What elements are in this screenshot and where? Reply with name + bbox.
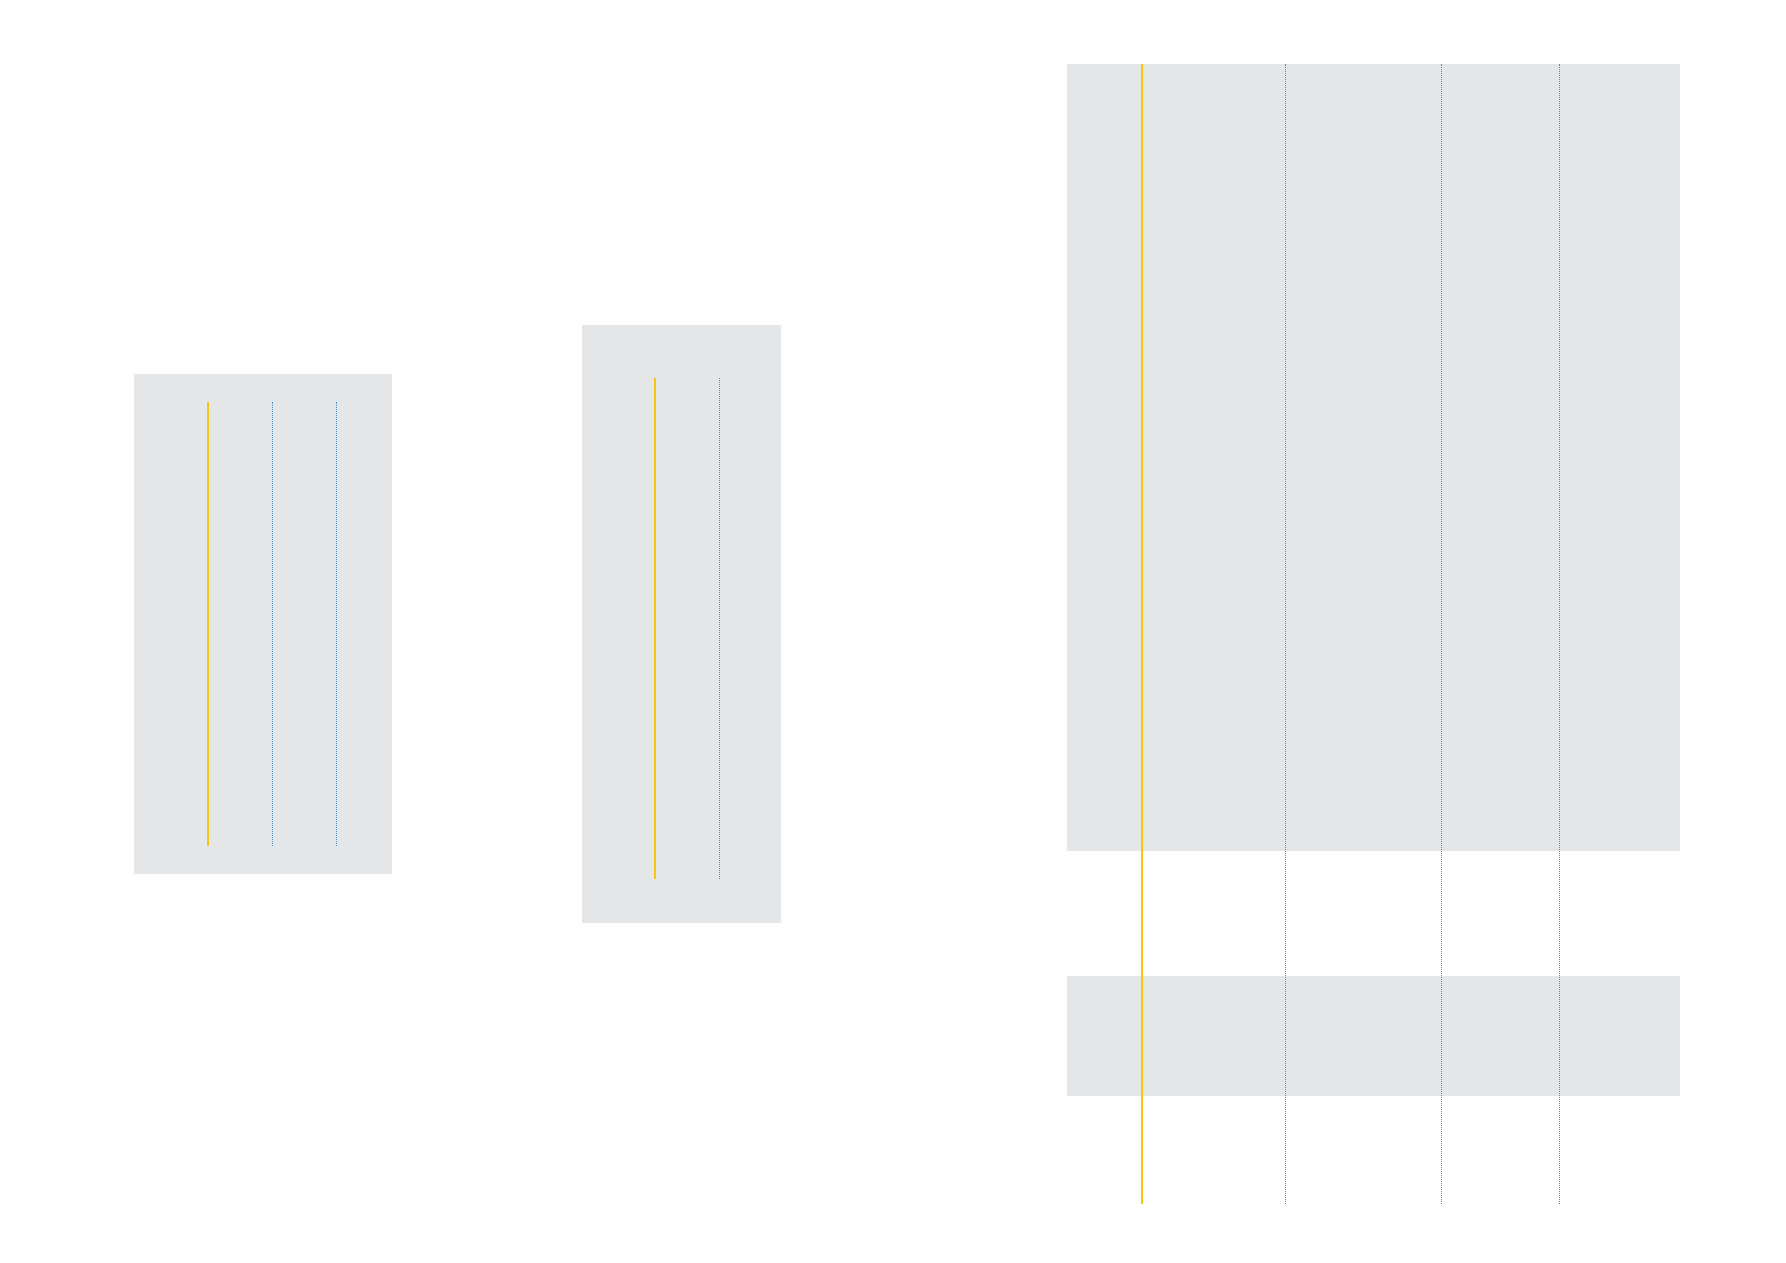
layout-3-column-guide-3 xyxy=(1559,64,1560,1204)
layout-3-main-panel xyxy=(1067,64,1680,851)
layout-1-column-guide-1 xyxy=(272,402,273,846)
layout-2-column-guide-1 xyxy=(719,378,720,879)
layout-3-primary-guide-line xyxy=(1141,64,1143,1204)
layout-2-primary-guide-line xyxy=(654,378,656,879)
layout-3-footer-panel xyxy=(1067,976,1680,1096)
layout-3-column-guide-2 xyxy=(1441,64,1442,1204)
layout-1-column-guide-2 xyxy=(336,402,337,846)
layout-1-panel xyxy=(134,374,392,874)
layout-3-column-guide-1 xyxy=(1285,64,1286,1204)
layout-2-panel xyxy=(582,325,781,923)
layout-1-primary-guide-line xyxy=(207,402,209,846)
